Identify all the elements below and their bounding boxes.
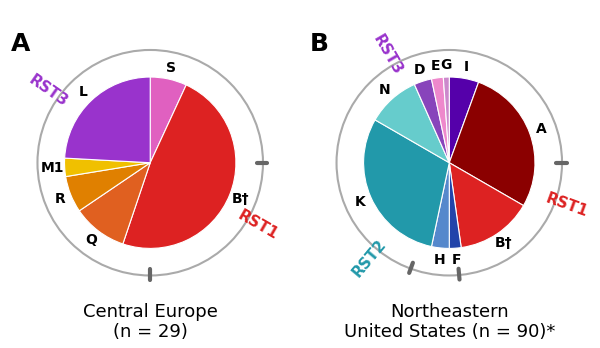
Text: RST2: RST2 [349, 236, 389, 280]
Wedge shape [449, 77, 479, 163]
Text: K: K [355, 195, 365, 209]
Wedge shape [65, 163, 150, 211]
Wedge shape [79, 163, 150, 244]
Circle shape [37, 50, 263, 276]
Wedge shape [431, 77, 449, 163]
Text: F: F [451, 253, 461, 267]
Text: H: H [433, 253, 445, 267]
Text: G: G [440, 58, 452, 72]
Wedge shape [375, 85, 449, 163]
Text: S: S [166, 61, 176, 74]
Wedge shape [65, 158, 150, 176]
Text: R: R [55, 192, 65, 206]
Text: Central Europe
(n = 29): Central Europe (n = 29) [83, 302, 218, 341]
Text: Northeastern
United States (n = 90)*: Northeastern United States (n = 90)* [344, 302, 555, 341]
Text: N: N [378, 83, 390, 97]
Text: E: E [431, 59, 440, 73]
Wedge shape [364, 120, 449, 246]
Wedge shape [65, 77, 150, 163]
Text: A: A [10, 32, 30, 56]
Wedge shape [449, 163, 523, 247]
Wedge shape [443, 77, 449, 163]
Wedge shape [431, 163, 449, 248]
Text: B†: B† [495, 237, 512, 251]
Text: L: L [79, 85, 88, 99]
Text: B†: B† [232, 192, 250, 206]
Wedge shape [123, 85, 236, 248]
Text: Q: Q [85, 233, 97, 247]
Text: D: D [413, 63, 425, 77]
Wedge shape [150, 77, 186, 163]
Wedge shape [415, 79, 449, 163]
Text: RST1: RST1 [543, 191, 589, 220]
Text: B: B [310, 32, 328, 56]
Text: I: I [464, 60, 469, 74]
Text: RST3: RST3 [370, 32, 404, 78]
Text: RST1: RST1 [235, 207, 281, 243]
Wedge shape [449, 82, 535, 206]
Text: A: A [535, 122, 546, 136]
Circle shape [337, 50, 562, 276]
Wedge shape [449, 163, 461, 248]
Text: RST3: RST3 [26, 73, 71, 110]
Text: M1: M1 [41, 161, 65, 175]
